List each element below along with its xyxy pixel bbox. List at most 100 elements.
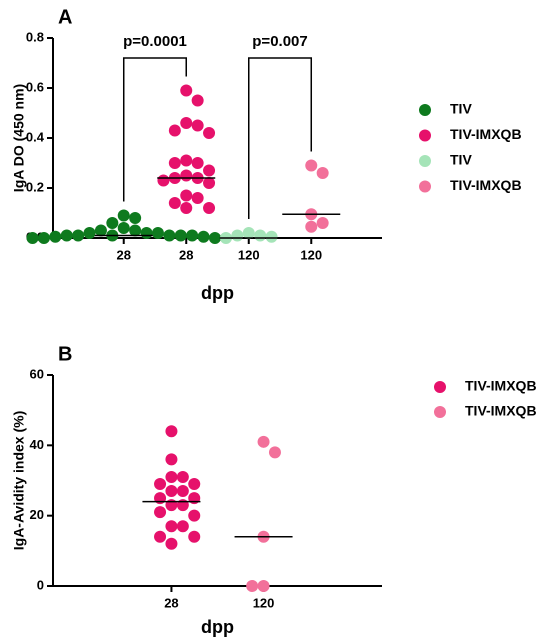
data-point <box>117 222 130 234</box>
data-point <box>257 580 270 592</box>
y-tick-label: 20 <box>30 507 44 522</box>
legend-marker <box>419 180 431 193</box>
data-point <box>242 227 255 239</box>
data-point <box>180 169 193 182</box>
data-point <box>203 202 216 214</box>
data-point <box>257 435 270 448</box>
x-tick-label: 120 <box>238 247 260 262</box>
legend-label: TIV <box>450 101 472 117</box>
data-point <box>117 209 130 222</box>
data-point <box>305 220 318 233</box>
data-point <box>188 478 201 491</box>
data-point <box>191 157 204 169</box>
data-point <box>305 159 318 172</box>
data-point <box>26 232 39 244</box>
data-point <box>151 227 164 239</box>
x-axis-label: dpp <box>201 617 234 637</box>
data-point <box>165 485 178 498</box>
data-point <box>316 217 329 229</box>
data-point <box>49 230 62 243</box>
y-axis-label: IgA-Avidity index (%) <box>11 411 27 551</box>
data-point <box>191 192 204 204</box>
legend-label: TIV-IMXQB <box>450 177 522 193</box>
data-point <box>254 229 267 242</box>
data-point <box>188 530 201 543</box>
data-point <box>191 119 204 132</box>
significance-bracket <box>122 57 187 202</box>
data-point <box>188 509 201 522</box>
data-point <box>154 506 167 519</box>
data-point <box>265 230 278 243</box>
data-point <box>246 580 259 592</box>
legend-marker <box>419 155 431 167</box>
data-point <box>165 453 178 466</box>
data-point <box>168 157 181 169</box>
legend-label: TIV-IMXQB <box>465 403 537 419</box>
data-point <box>180 117 193 129</box>
data-point <box>129 212 142 224</box>
data-point <box>208 232 221 244</box>
data-point <box>106 217 119 229</box>
data-point <box>174 229 187 242</box>
x-tick-label: 120 <box>253 595 275 610</box>
data-point <box>176 520 189 533</box>
x-tick-label: 28 <box>117 247 131 262</box>
data-point <box>180 154 193 167</box>
data-point <box>191 94 204 107</box>
data-point <box>165 520 178 533</box>
y-tick-label: 0.2 <box>26 179 44 194</box>
data-point <box>165 537 178 550</box>
data-point <box>165 425 178 438</box>
data-point <box>168 197 181 209</box>
x-tick-label: 120 <box>300 247 322 262</box>
data-point <box>180 84 193 97</box>
y-tick-label: 60 <box>30 366 44 381</box>
data-point <box>186 229 199 242</box>
x-axis-label: dpp <box>201 283 234 303</box>
legend-marker <box>434 381 446 393</box>
data-point <box>157 174 170 187</box>
legend-marker <box>419 129 431 142</box>
data-point <box>37 232 50 244</box>
p-value: p=0.007 <box>252 33 307 50</box>
legend-marker <box>434 406 446 418</box>
y-tick-label: 0 <box>37 577 44 592</box>
y-tick-label: 0.4 <box>26 129 45 144</box>
x-tick-label: 28 <box>179 247 193 262</box>
p-value: p=0.0001 <box>123 33 187 50</box>
data-point <box>129 224 142 237</box>
panel-label: B <box>58 343 72 365</box>
y-tick-label: 40 <box>30 437 44 452</box>
data-point <box>180 189 193 202</box>
data-point <box>94 224 107 237</box>
legend-label: TIV-IMXQB <box>465 378 537 394</box>
data-point <box>154 478 167 491</box>
data-point <box>176 485 189 498</box>
data-point <box>83 227 96 239</box>
data-point <box>180 202 193 214</box>
data-point <box>203 127 216 139</box>
data-point <box>60 229 73 242</box>
data-point <box>168 124 181 137</box>
data-point <box>231 229 244 242</box>
panel-label: A <box>58 6 72 28</box>
legend-marker <box>419 104 431 116</box>
legend-label: TIV <box>450 152 472 168</box>
y-axis-label: IgA DO (450 nm) <box>11 84 27 192</box>
data-point <box>176 470 189 483</box>
data-point <box>140 227 153 239</box>
data-point <box>154 530 167 543</box>
data-point <box>316 167 329 179</box>
y-tick-label: 0.8 <box>26 29 44 44</box>
data-point <box>165 470 178 483</box>
data-point <box>203 177 216 189</box>
data-point <box>163 229 176 242</box>
data-point <box>197 230 210 243</box>
data-point <box>203 164 216 177</box>
legend-label: TIV-IMXQB <box>450 126 522 142</box>
y-tick-label: 0.6 <box>26 79 44 94</box>
significance-bracket <box>248 57 313 219</box>
x-tick-label: 28 <box>164 595 178 610</box>
data-point <box>268 446 281 459</box>
